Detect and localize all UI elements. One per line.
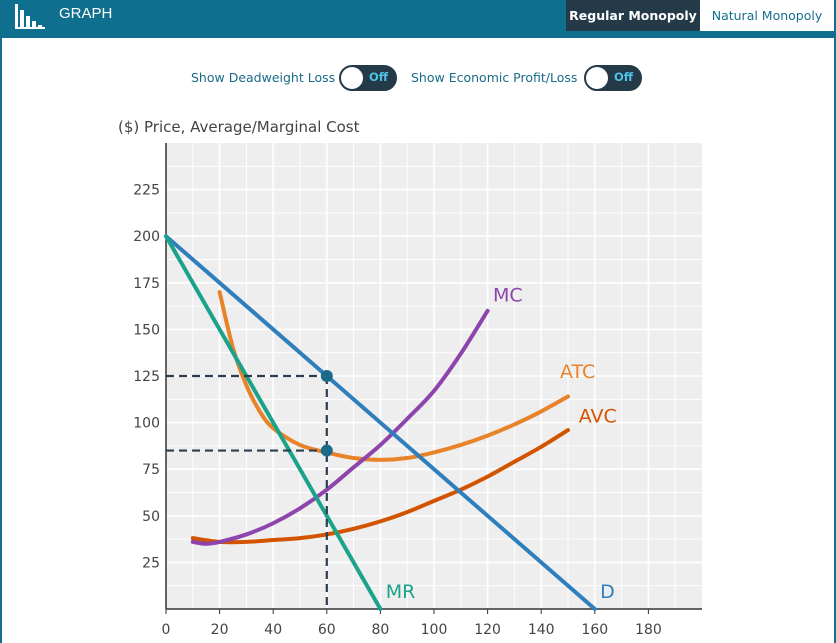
x-tick-label: 40 bbox=[264, 622, 282, 638]
curve-label-d: D bbox=[600, 581, 615, 603]
toggle-knob bbox=[341, 67, 363, 89]
curve-d bbox=[164, 234, 597, 611]
equilibrium-point bbox=[320, 370, 333, 382]
y-tick-label: 100 bbox=[133, 416, 160, 432]
x-tick-label: 20 bbox=[211, 622, 229, 638]
frame-border-left bbox=[0, 38, 2, 643]
economic-profit-label: Show Economic Profit/Loss bbox=[411, 70, 578, 85]
y-tick-label: 150 bbox=[133, 322, 160, 338]
curve-mc bbox=[190, 308, 490, 546]
x-tick-label: 120 bbox=[474, 622, 501, 638]
y-axis-label: ($) Price, Average/Marginal Cost bbox=[118, 118, 360, 136]
tab-natural-monopoly[interactable]: Natural Monopoly bbox=[700, 0, 834, 31]
x-tick-label: 180 bbox=[635, 622, 662, 638]
bar-chart-icon bbox=[15, 4, 45, 29]
header-title: GRAPH bbox=[59, 5, 113, 22]
y-tick-label: 125 bbox=[133, 369, 160, 385]
y-tick-label: 50 bbox=[142, 509, 160, 525]
x-tick-label: 100 bbox=[421, 622, 448, 638]
y-tick-label: 175 bbox=[133, 276, 160, 292]
y-tick-label: 25 bbox=[142, 555, 160, 571]
deadweight-loss-label: Show Deadweight Loss bbox=[191, 70, 336, 85]
curve-label-mc: MC bbox=[493, 284, 523, 306]
curve-avc bbox=[190, 428, 570, 545]
y-tick-label: 200 bbox=[133, 229, 160, 245]
curve-atc bbox=[217, 290, 570, 462]
curve-label-avc: AVC bbox=[579, 406, 617, 428]
y-tick-label: 75 bbox=[142, 462, 160, 478]
toggle-knob bbox=[586, 67, 608, 89]
tab-regular-monopoly[interactable]: Regular Monopoly bbox=[566, 0, 700, 31]
frame-border-right bbox=[834, 38, 836, 643]
x-tick-label: 80 bbox=[371, 622, 389, 638]
economic-profit-toggle[interactable]: Off bbox=[584, 65, 642, 91]
x-tick-label: 0 bbox=[162, 622, 171, 638]
equilibrium-point bbox=[320, 444, 333, 457]
curve-label-atc: ATC bbox=[560, 361, 595, 383]
y-tick-label: 225 bbox=[133, 183, 160, 199]
x-tick-label: 160 bbox=[581, 622, 608, 638]
toggle-state: Off bbox=[369, 70, 389, 84]
curve-label-mr: MR bbox=[386, 581, 416, 603]
deadweight-loss-toggle[interactable]: Off bbox=[339, 65, 397, 91]
x-tick-label: 60 bbox=[318, 622, 336, 638]
x-tick-label: 140 bbox=[528, 622, 555, 638]
curve-mr bbox=[164, 234, 383, 611]
toggle-state: Off bbox=[614, 70, 634, 84]
